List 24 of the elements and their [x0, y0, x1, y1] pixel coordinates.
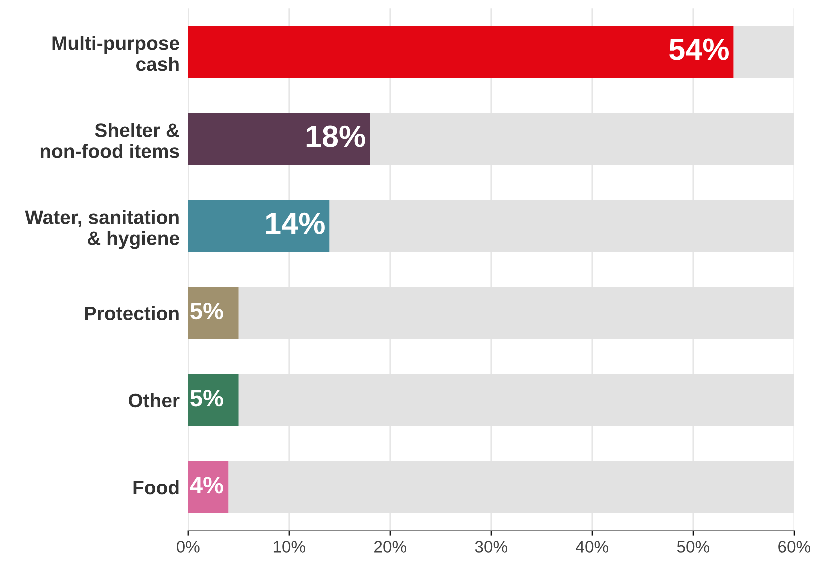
y-tick-label: Multi-purpose cash	[52, 36, 180, 72]
x-tick-label: 60%	[778, 541, 811, 553]
y-tick-label: Protection	[85, 306, 179, 321]
data-label: 5%	[190, 390, 224, 407]
x-tick-label: 30%	[475, 541, 508, 553]
bar	[188, 374, 239, 426]
bar	[188, 287, 239, 340]
data-label: 54%	[670, 38, 729, 60]
y-tick-label: Shelter & non-food items	[40, 123, 180, 158]
x-tick-label: 50%	[677, 541, 710, 553]
data-label: 14%	[266, 212, 325, 234]
x-tick-label: 10%	[274, 541, 306, 553]
x-tick-label: 20%	[374, 541, 406, 553]
y-tick-label: Water, sanitation & hygiene	[25, 210, 180, 250]
y-tick-label: Other	[128, 393, 180, 408]
x-tick-label: 0%	[176, 541, 200, 553]
x-tick-label: 40%	[576, 541, 608, 553]
data-label: 18%	[306, 126, 366, 148]
bar	[188, 200, 330, 252]
bar	[188, 113, 370, 166]
data-label: 4%	[190, 477, 224, 494]
bar	[188, 26, 734, 78]
y-tick-label: Food	[134, 480, 179, 495]
data-label: 5%	[190, 302, 224, 320]
